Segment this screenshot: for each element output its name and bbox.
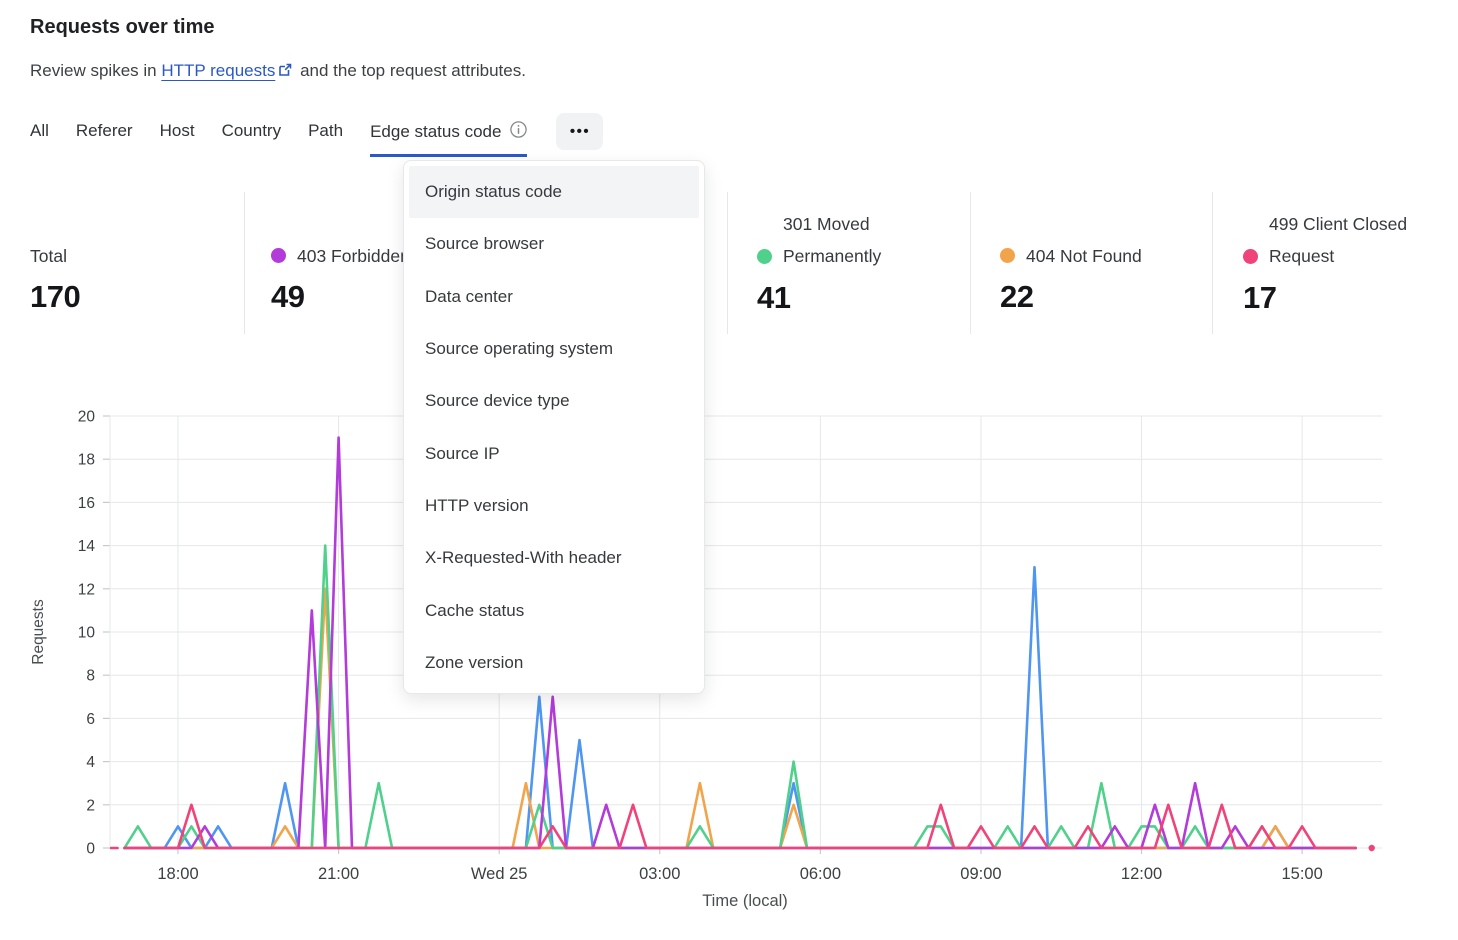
series-color-dot <box>1243 248 1258 264</box>
info-icon[interactable] <box>510 121 528 143</box>
tab-country[interactable]: Country <box>222 121 282 152</box>
menu-item-x-requested-with-header[interactable]: X-Requested-With header <box>425 548 622 568</box>
stat-301-moved-permanently: 301 Moved Permanently 41 <box>757 208 925 316</box>
tab-all[interactable]: All <box>30 121 49 152</box>
series-line-301-moved-permanently <box>123 544 1357 850</box>
external-link-icon <box>277 62 293 83</box>
subtitle-text-suffix: and the top request attributes. <box>295 61 526 80</box>
requests-chart: 0 2 4 6 8 10 12 14 16 18 20 18:00 21:00 Wed 25 03:00 06… <box>0 380 1458 940</box>
y-tick-label: 10 <box>78 625 96 642</box>
series-line-499-client-closed-request <box>123 803 1357 850</box>
x-tick-label: 09:00 <box>960 865 1001 883</box>
page-title: Requests over time <box>30 16 215 38</box>
attribute-dropdown-menu: Origin status code Source browser Data cen… <box>403 160 705 694</box>
series-end-dot <box>1368 844 1375 852</box>
series-color-dot <box>271 248 286 263</box>
more-attributes-button[interactable]: ••• <box>556 113 604 150</box>
series-color-dot <box>1000 248 1015 263</box>
y-tick-label: 6 <box>86 711 95 728</box>
stat-label: 499 Client Closed Request <box>1243 208 1411 273</box>
x-tick-label: 03:00 <box>639 865 680 883</box>
menu-item-zone-version[interactable]: Zone version <box>425 652 524 672</box>
series-color-dot <box>757 248 772 264</box>
stat-499-client-closed-request: 499 Client Closed Request 17 <box>1243 208 1411 316</box>
menu-item-http-version[interactable]: HTTP version <box>425 495 529 515</box>
stat-value: 22 <box>1000 279 1034 314</box>
x-tick-label: 18:00 <box>157 865 198 883</box>
series-line-item <box>123 565 1357 850</box>
x-tick-label: 15:00 <box>1281 865 1322 883</box>
x-tick-label: Wed 25 <box>471 865 528 883</box>
stat-divider <box>244 192 245 334</box>
y-tick-label: 20 <box>78 409 96 426</box>
y-tick-label: 8 <box>86 668 95 685</box>
stat-label: Total <box>30 208 80 272</box>
attribute-tabs: All Referer Host Country Path Edge status cod… <box>30 113 604 157</box>
subtitle: Review spikes in HTTP requests and the t… <box>30 61 526 83</box>
x-axis-title: Time (local) <box>702 892 788 910</box>
menu-item-source-device-type[interactable]: Source device type <box>425 391 570 411</box>
menu-item-origin-status-code[interactable]: Origin status code <box>409 166 699 219</box>
y-axis-title: Requests <box>30 599 47 665</box>
stat-value: 170 <box>30 279 81 314</box>
http-requests-link[interactable]: HTTP requests <box>161 61 276 80</box>
stat-label-text: Total <box>30 245 67 266</box>
tab-label: Host <box>159 121 195 140</box>
stat-label: 403 Forbidden <box>271 208 410 272</box>
stat-total: Total 170 <box>30 208 81 315</box>
tab-label: Edge status code <box>370 122 502 141</box>
stat-label-text: 404 Not Found <box>1026 245 1142 266</box>
tab-label: Referer <box>75 121 133 140</box>
x-tick-label: 12:00 <box>1121 865 1162 883</box>
stat-value: 41 <box>757 279 791 315</box>
stat-label-text: 499 Client Closed Request <box>1269 214 1408 267</box>
y-tick-label: 12 <box>78 581 95 598</box>
tab-path[interactable]: Path <box>308 121 343 152</box>
y-tick-label: 0 <box>86 841 95 858</box>
stat-label: 301 Moved Permanently <box>757 208 925 273</box>
stat-divider <box>1212 192 1213 334</box>
y-tick-label: 2 <box>86 797 95 814</box>
stat-value: 17 <box>1243 279 1277 315</box>
menu-item-data-center[interactable]: Data center <box>425 286 513 306</box>
subtitle-text-prefix: Review spikes in <box>30 61 162 80</box>
menu-item-source-browser[interactable]: Source browser <box>425 234 545 254</box>
menu-item-cache-status[interactable]: Cache status <box>425 600 525 620</box>
menu-item-source-ip[interactable]: Source IP <box>425 443 500 463</box>
tab-label: Path <box>308 121 344 140</box>
stat-label: 404 Not Found <box>1000 208 1142 272</box>
stat-label-text: 403 Forbidden <box>297 245 410 266</box>
tab-label: All <box>30 121 49 140</box>
y-tick-label: 18 <box>78 452 95 469</box>
stat-divider <box>970 192 971 334</box>
y-tick-label: 14 <box>78 538 96 555</box>
stat-divider <box>727 192 728 334</box>
x-tick-label: 06:00 <box>800 865 841 883</box>
stat-value: 49 <box>271 279 305 314</box>
stat-404-not-found: 404 Not Found 22 <box>1000 208 1142 315</box>
tab-host[interactable]: Host <box>160 121 195 152</box>
y-tick-label: 16 <box>78 495 95 512</box>
menu-item-source-operating-system[interactable]: Source operating system <box>425 339 614 359</box>
stat-403-forbidden: 403 Forbidden 49 <box>271 208 410 315</box>
x-tick-label: 21:00 <box>318 865 359 883</box>
y-tick-label: 4 <box>86 754 95 771</box>
tab-label: Country <box>221 121 282 140</box>
tab-edge-status-code[interactable]: Edge status code <box>370 121 528 157</box>
series-line-403-forbidden <box>123 436 1357 850</box>
tab-referer[interactable]: Referer <box>76 121 133 152</box>
stat-label-text: 301 Moved Permanently <box>783 214 882 267</box>
